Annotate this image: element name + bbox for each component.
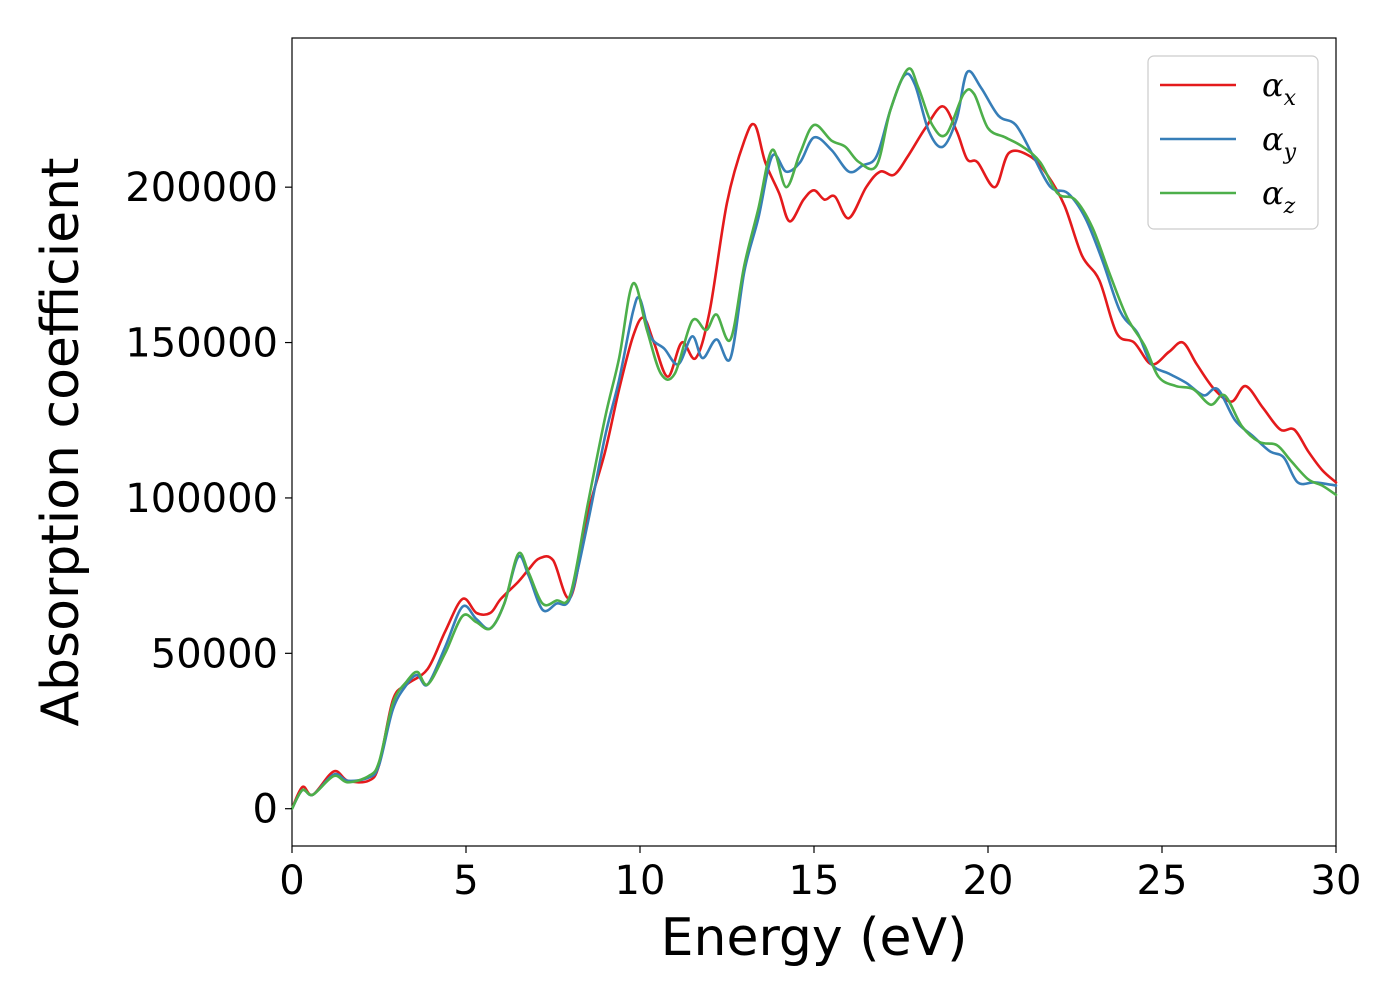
x-tick-label: 10	[615, 858, 666, 904]
x-tick-label: 5	[453, 858, 478, 904]
series-layer	[290, 67, 1338, 811]
series-line-α-z	[290, 67, 1338, 811]
legend-subscript-y: y	[1283, 140, 1297, 165]
legend-box	[1147, 55, 1319, 230]
y-axis-label: Absorption coefficient	[31, 157, 91, 726]
legend-subscript-x: x	[1284, 86, 1297, 111]
x-axis-label: Energy (eV)	[661, 908, 968, 968]
x-tick-label: 20	[963, 858, 1014, 904]
y-tick-label: 0	[253, 787, 278, 833]
y-tick-label: 100000	[125, 476, 278, 522]
x-tick-label: 15	[789, 858, 840, 904]
y-axis-ticks: 0 50000 100000 150000 200000	[125, 165, 292, 833]
x-axis-ticks: 0 5 10 15 20 25 30	[279, 846, 1361, 904]
legend-subscript-z: z	[1283, 194, 1296, 219]
x-tick-label: 0	[279, 858, 304, 904]
y-tick-label: 150000	[125, 321, 278, 367]
x-tick-label: 30	[1311, 858, 1362, 904]
y-tick-label: 50000	[151, 631, 278, 677]
x-tick-label: 25	[1137, 858, 1188, 904]
y-tick-label: 200000	[125, 165, 278, 211]
